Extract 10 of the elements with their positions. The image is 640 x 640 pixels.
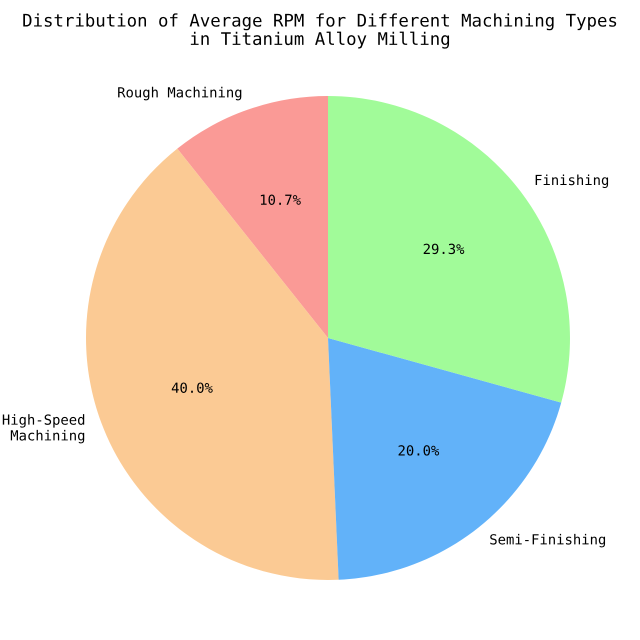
slice-label: Semi-Finishing [490,534,606,548]
data-label: 40.0% [172,382,213,393]
slice-label: Rough Machining [118,86,242,100]
data-label: 20.0% [398,445,440,456]
data-label: 29.3% [424,244,464,254]
pie-slice [86,148,339,580]
chart-title: Distribution of Average RPM for Different Machining Types in Titanium Alloy Milling [23,13,616,49]
slice-label: Finishing [536,174,608,188]
data-label: 10.7% [260,194,301,205]
slice-label: High-Speed Machining [2,414,84,444]
